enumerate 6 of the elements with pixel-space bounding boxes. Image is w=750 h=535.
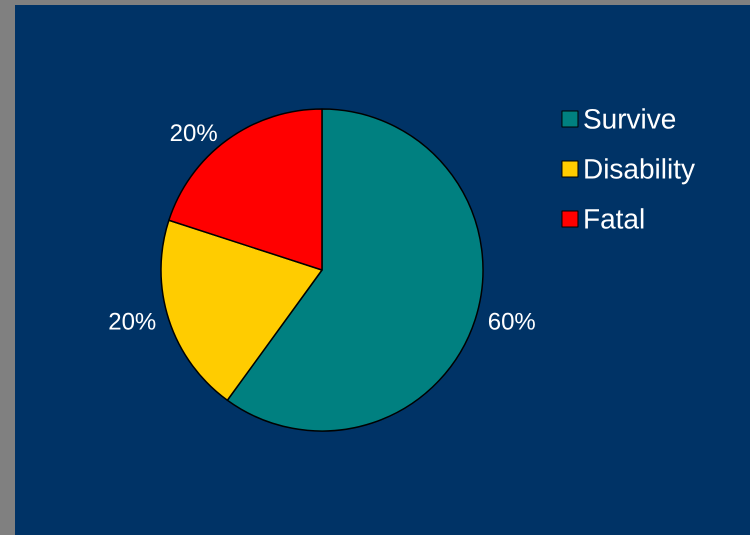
data-label: 60% <box>488 308 536 336</box>
data-label: 20% <box>108 308 156 336</box>
legend-label: Fatal <box>582 204 646 234</box>
legend-label: Survive <box>582 104 676 134</box>
data-label: 20% <box>170 120 218 147</box>
legend-label: Disability <box>582 154 696 184</box>
